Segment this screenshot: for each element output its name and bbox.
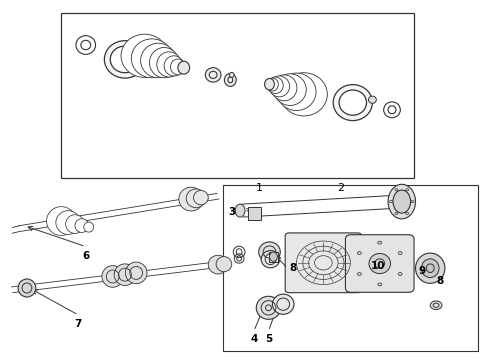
Ellipse shape: [271, 75, 297, 101]
Ellipse shape: [421, 259, 439, 278]
Ellipse shape: [186, 189, 206, 208]
Ellipse shape: [369, 253, 391, 274]
Ellipse shape: [280, 73, 327, 116]
Text: 10: 10: [371, 261, 386, 271]
Ellipse shape: [265, 78, 274, 90]
Ellipse shape: [141, 43, 176, 78]
Ellipse shape: [84, 222, 94, 232]
Circle shape: [398, 252, 402, 255]
Ellipse shape: [216, 257, 232, 272]
Ellipse shape: [149, 48, 179, 78]
Bar: [223, 185, 478, 351]
Circle shape: [378, 241, 382, 244]
Text: 4: 4: [250, 334, 258, 344]
Bar: [269, 252, 278, 262]
Ellipse shape: [104, 41, 146, 78]
Ellipse shape: [179, 187, 203, 211]
Text: 5: 5: [265, 334, 272, 344]
Ellipse shape: [416, 253, 445, 283]
Ellipse shape: [339, 90, 367, 115]
Ellipse shape: [114, 264, 136, 285]
Ellipse shape: [272, 294, 294, 314]
Ellipse shape: [171, 59, 185, 75]
Text: 7: 7: [74, 319, 82, 329]
Ellipse shape: [47, 207, 76, 235]
Ellipse shape: [164, 56, 184, 76]
Ellipse shape: [224, 73, 236, 86]
Text: 2: 2: [337, 183, 344, 193]
Ellipse shape: [368, 96, 376, 103]
Bar: [248, 207, 261, 220]
Ellipse shape: [110, 46, 140, 73]
Ellipse shape: [267, 78, 278, 91]
FancyBboxPatch shape: [345, 235, 414, 292]
Ellipse shape: [277, 73, 316, 111]
Ellipse shape: [268, 77, 283, 94]
Ellipse shape: [56, 211, 80, 234]
Ellipse shape: [229, 72, 234, 77]
Ellipse shape: [125, 262, 147, 284]
Circle shape: [357, 252, 361, 255]
FancyBboxPatch shape: [285, 233, 362, 293]
Ellipse shape: [261, 251, 280, 268]
Text: 6: 6: [82, 251, 89, 261]
Text: 1: 1: [256, 183, 263, 193]
Ellipse shape: [157, 52, 181, 77]
Circle shape: [430, 301, 442, 310]
Ellipse shape: [131, 39, 172, 78]
Ellipse shape: [142, 56, 150, 63]
Text: 9: 9: [419, 266, 426, 276]
Ellipse shape: [269, 76, 290, 97]
Text: 3: 3: [229, 207, 236, 217]
Ellipse shape: [66, 215, 84, 233]
Ellipse shape: [178, 61, 190, 74]
Ellipse shape: [121, 34, 168, 77]
Ellipse shape: [102, 266, 123, 287]
Text: 8: 8: [289, 263, 296, 273]
Circle shape: [378, 283, 382, 286]
Ellipse shape: [388, 184, 416, 219]
Circle shape: [357, 273, 361, 275]
Ellipse shape: [256, 296, 281, 319]
Text: 8: 8: [437, 276, 443, 286]
Ellipse shape: [18, 279, 36, 297]
Ellipse shape: [274, 74, 306, 105]
Ellipse shape: [259, 242, 280, 262]
Ellipse shape: [205, 68, 221, 82]
Ellipse shape: [194, 190, 208, 205]
Bar: [61, 13, 414, 178]
Ellipse shape: [208, 255, 228, 274]
Circle shape: [398, 273, 402, 275]
Ellipse shape: [235, 204, 245, 217]
Ellipse shape: [393, 190, 411, 213]
Ellipse shape: [333, 85, 372, 121]
Ellipse shape: [270, 252, 277, 261]
Ellipse shape: [75, 219, 89, 233]
